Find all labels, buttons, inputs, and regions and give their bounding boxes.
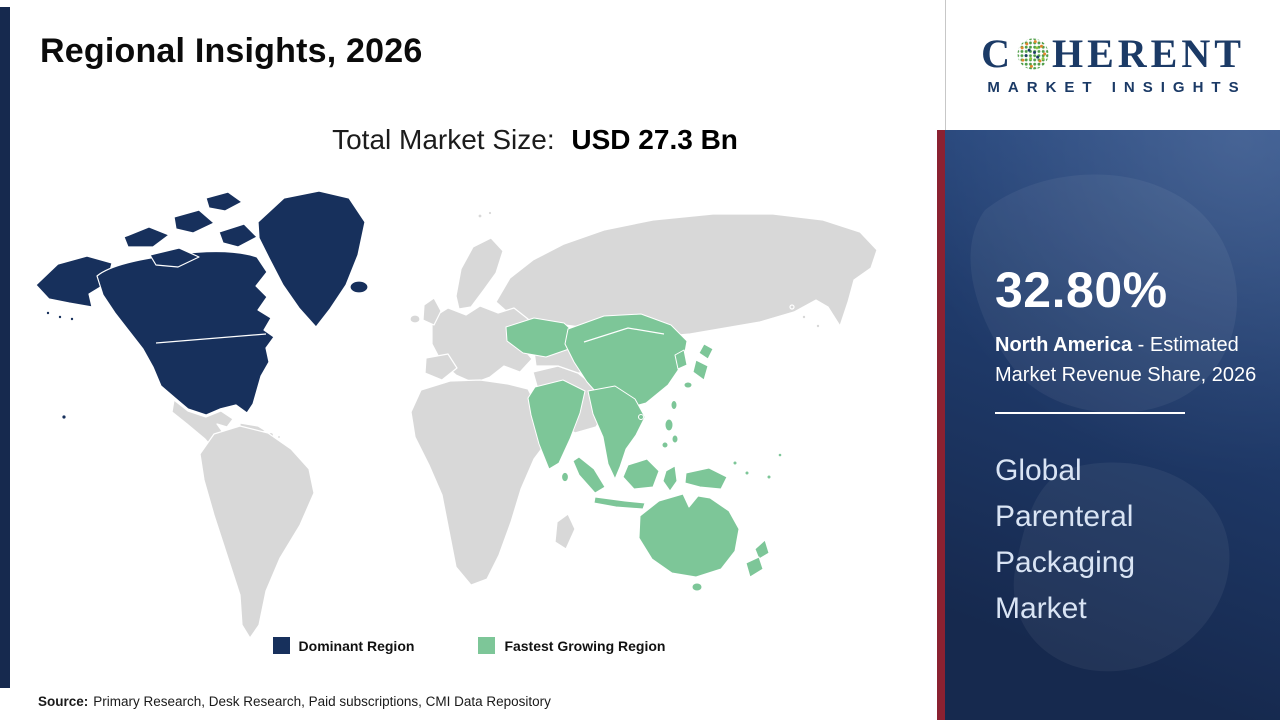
region-name: North America	[995, 334, 1133, 356]
logo-area: C	[945, 0, 1280, 130]
market-size-value: USD 27.3 Bn	[571, 124, 738, 155]
southeast-asia	[587, 385, 646, 480]
market-share-value: 32.80%	[995, 262, 1168, 318]
scandinavia	[455, 237, 504, 310]
sri-lanka	[561, 471, 569, 483]
continent-russia-north-asia	[495, 213, 878, 338]
japan	[698, 343, 714, 360]
market-size-label: Total Market Size:	[332, 124, 555, 155]
greenland	[257, 190, 366, 328]
legend-item-dominant: Dominant Region	[272, 637, 415, 654]
world-map	[28, 176, 933, 646]
australia	[638, 493, 740, 578]
java	[593, 496, 646, 510]
legend-label-dominant: Dominant Region	[298, 637, 415, 654]
logo-text-c: C	[981, 31, 1014, 76]
source-label: Source:	[38, 694, 89, 709]
dominant-region-swatch	[272, 637, 290, 654]
iberia	[424, 353, 458, 381]
region-north-america	[35, 190, 369, 420]
new-guinea	[684, 467, 728, 490]
watermark-map-icon	[970, 174, 1238, 672]
canada-usa-mainland	[96, 250, 275, 416]
ireland	[409, 314, 421, 324]
market-name: Global Parenteral Packaging Market	[995, 454, 1136, 626]
source-note: Source: Primary Research, Desk Research, …	[38, 694, 551, 709]
source-text: Primary Research, Desk Research, Paid su…	[93, 694, 551, 709]
alaska	[35, 255, 113, 308]
sidebar-divider	[995, 412, 1185, 415]
left-accent-bar	[0, 7, 10, 688]
logo-subtitle: MARKET INSIGHTS	[987, 79, 1247, 96]
sulawesi	[662, 465, 678, 492]
region-description: North America - Estimated Market Revenue…	[995, 331, 1260, 390]
india	[527, 379, 586, 470]
hawaii	[61, 414, 67, 420]
market-size-heading: Total Market Size: USD 27.3 Bn	[130, 124, 940, 156]
united-kingdom	[422, 297, 442, 326]
region-asia-pacific	[505, 313, 783, 592]
page-title: Regional Insights, 2026	[40, 32, 423, 70]
continent-south-america	[199, 425, 315, 639]
logo-text-rest: HERENT	[1051, 31, 1245, 76]
map-legend: Dominant Region Fastest Growing Region	[0, 637, 938, 654]
tasmania	[691, 582, 703, 592]
taiwan	[670, 400, 678, 410]
legend-label-growing: Fastest Growing Region	[504, 637, 666, 654]
continent-africa	[410, 379, 569, 586]
world-map-svg	[35, 190, 878, 639]
usa-canada-border	[155, 333, 267, 344]
korea	[674, 349, 688, 370]
sumatra	[572, 456, 606, 494]
globe-icon	[1017, 38, 1049, 70]
sidebar-panel: 32.80% North America - Estimated Market …	[945, 130, 1280, 720]
madagascar	[554, 513, 576, 550]
legend-item-growing: Fastest Growing Region	[478, 637, 665, 654]
region-desc-text: - Estimated Market Revenue Share, 2026	[995, 334, 1257, 386]
red-accent-stripe	[937, 130, 945, 720]
philippines	[664, 418, 674, 432]
borneo	[622, 458, 660, 490]
growing-region-swatch	[478, 637, 496, 654]
new-zealand	[754, 539, 770, 560]
brand-logo: C	[981, 34, 1245, 74]
iceland	[349, 280, 369, 294]
